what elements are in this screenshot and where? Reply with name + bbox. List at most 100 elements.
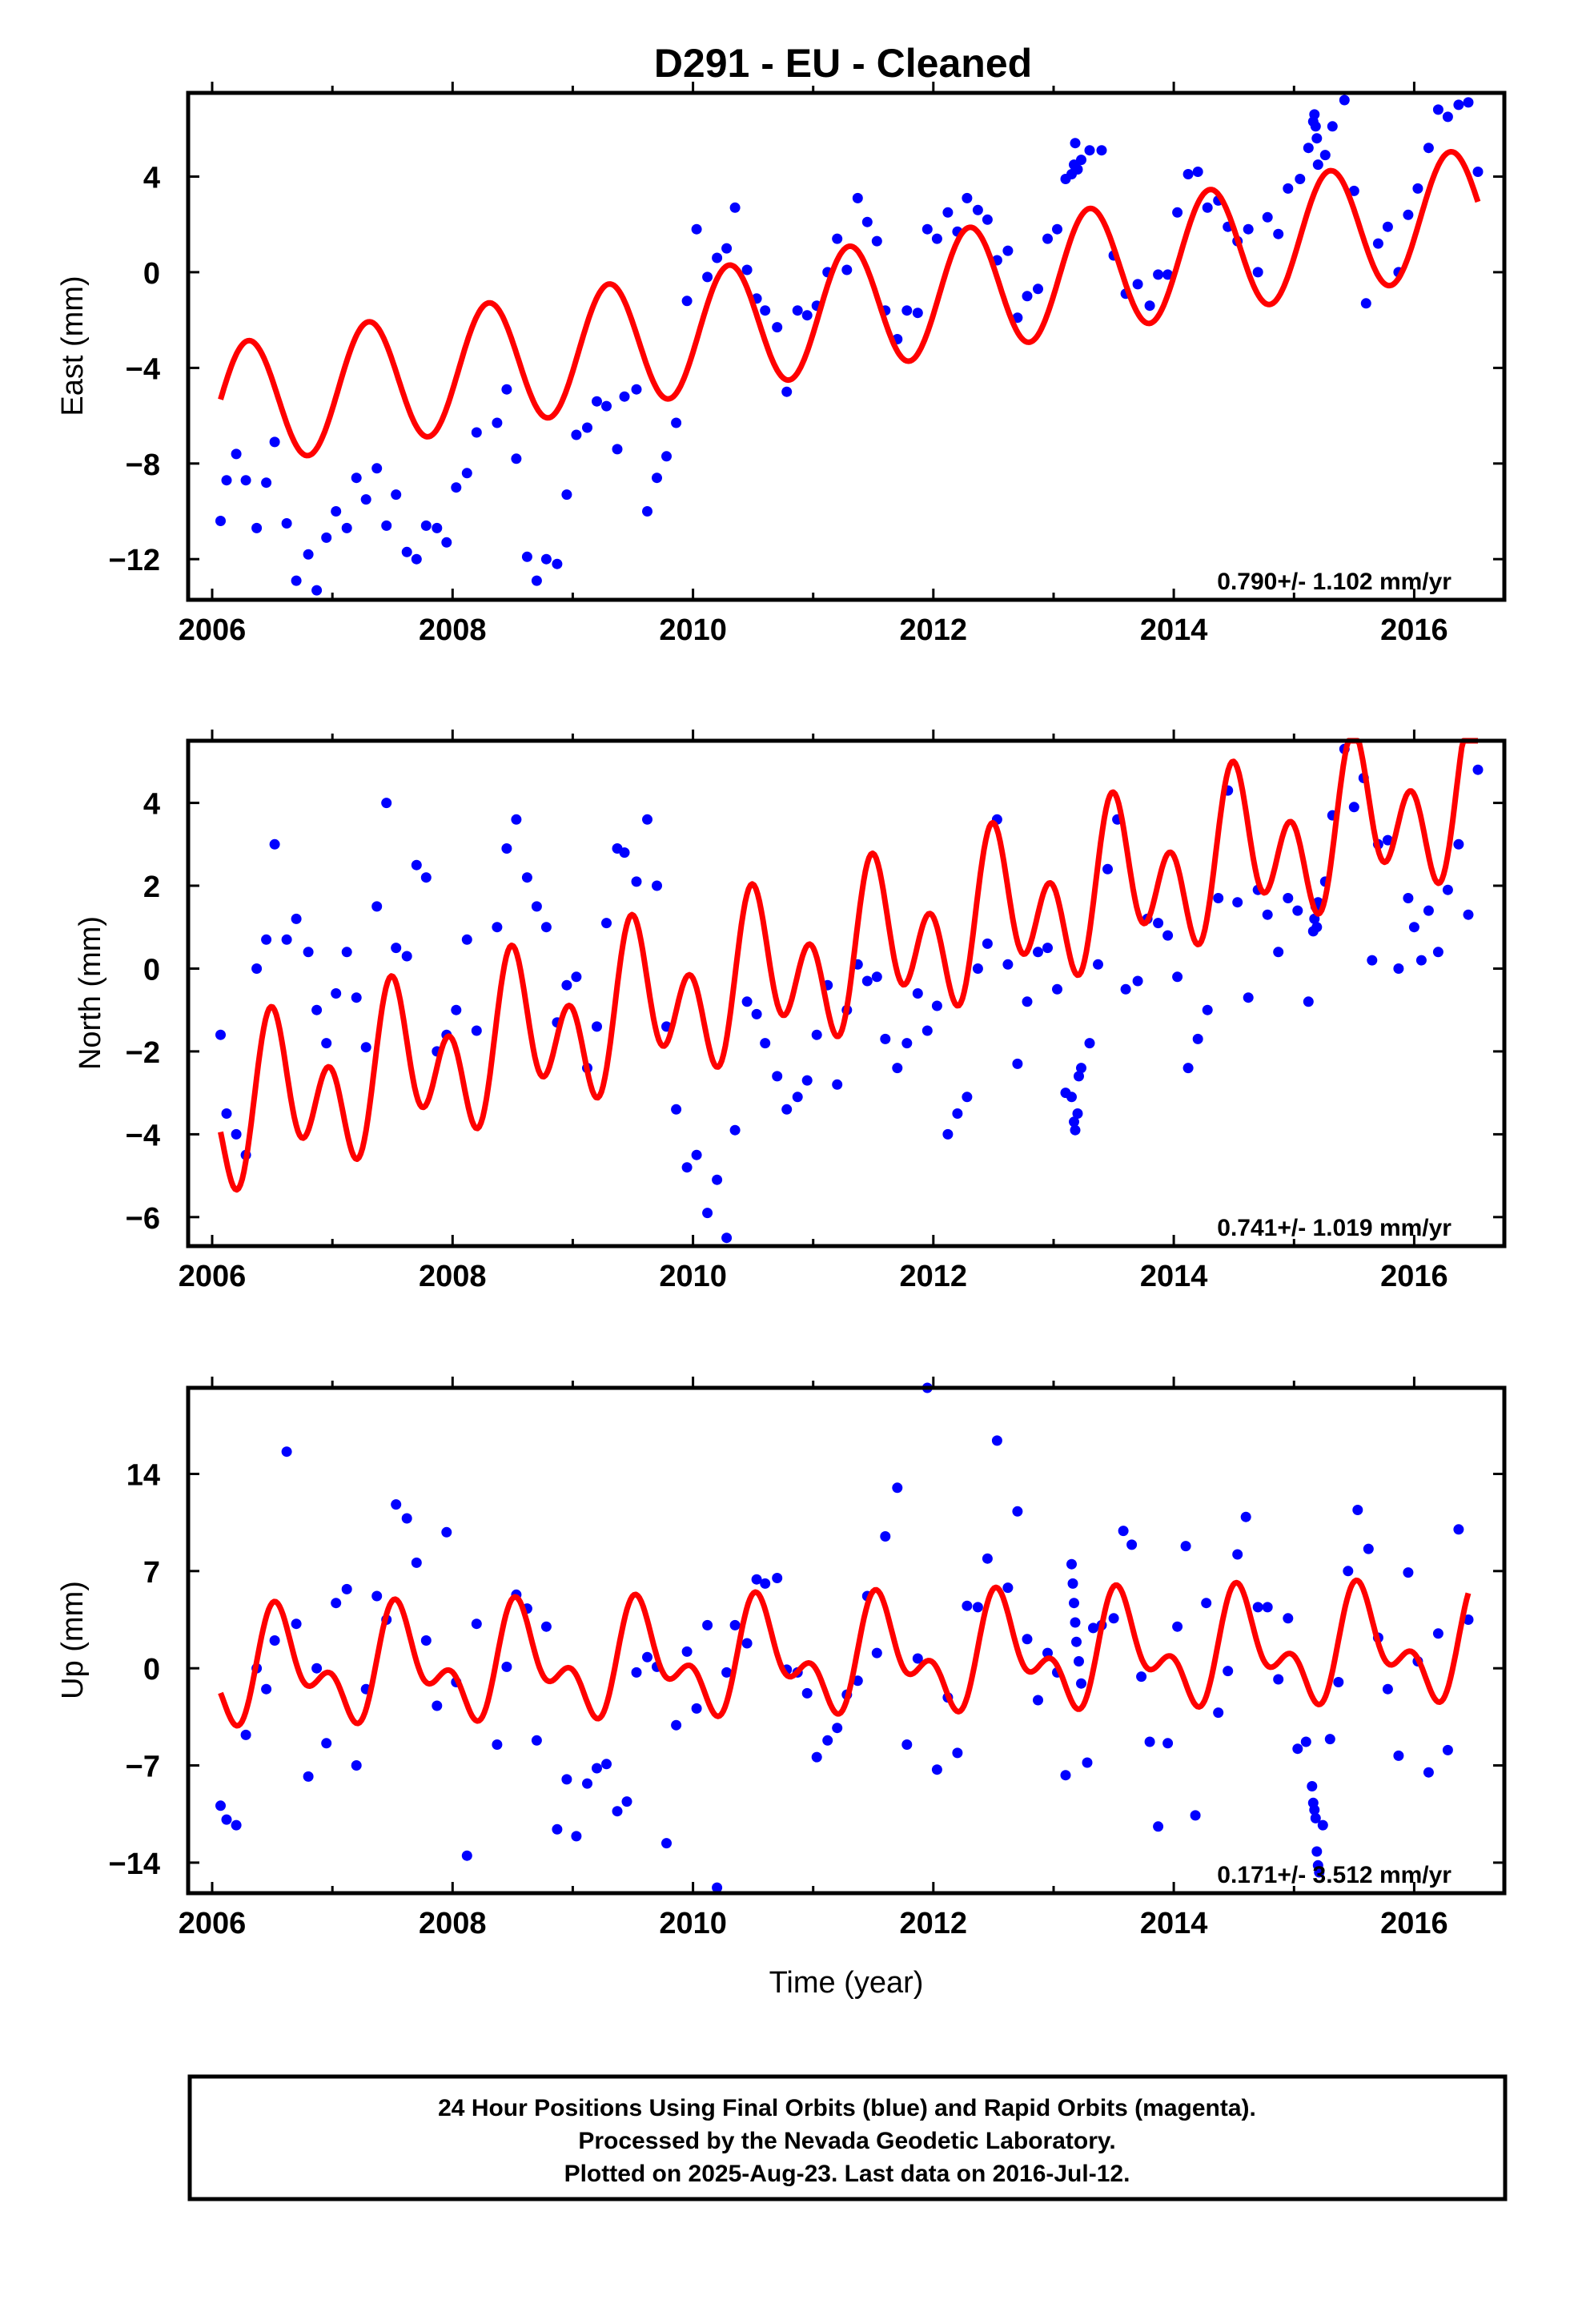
up-point-73 xyxy=(952,1747,963,1759)
up-point-125 xyxy=(1333,1677,1344,1687)
up-point-59 xyxy=(811,1751,822,1763)
east-panel: 2006 2008 2010 2012 2014 2016 −12 −8 −4 0 4 East … xyxy=(56,82,1507,647)
east-rate-label: 0.790+/- 1.102 mm/yr xyxy=(1217,569,1452,595)
east-point-52 xyxy=(741,264,753,275)
up-point-122 xyxy=(1314,1867,1325,1878)
up-y-tick-label: 14 xyxy=(126,1459,160,1493)
north-point-71 xyxy=(931,1000,942,1011)
up-point-111 xyxy=(1262,1602,1273,1613)
up-point-11 xyxy=(321,1738,332,1749)
up-point-52 xyxy=(741,1638,753,1649)
up-point-126 xyxy=(1343,1566,1354,1577)
up-point-31 xyxy=(531,1735,542,1746)
east-point-2 xyxy=(231,448,242,460)
east-point-126 xyxy=(1412,183,1423,194)
east-point-74 xyxy=(962,192,973,203)
north-point-89 xyxy=(1074,1071,1084,1082)
east-point-129 xyxy=(1442,111,1453,123)
east-point-63 xyxy=(852,192,863,203)
north-point-112 xyxy=(1292,905,1303,916)
up-point-136 xyxy=(1442,1744,1453,1755)
up-point-68 xyxy=(901,1739,913,1750)
up-point-45 xyxy=(671,1719,682,1731)
up-point-127 xyxy=(1352,1505,1363,1515)
east-point-119 xyxy=(1339,94,1350,106)
north-point-124 xyxy=(1367,955,1378,966)
east-point-56 xyxy=(781,386,793,397)
east-point-35 xyxy=(571,429,582,440)
up-point-128 xyxy=(1363,1543,1374,1554)
north-point-70 xyxy=(921,1025,933,1036)
up-point-7 xyxy=(281,1446,292,1458)
east-point-72 xyxy=(942,207,954,218)
east-ylabel: East (mm) xyxy=(56,275,90,416)
up-point-44 xyxy=(661,1838,672,1849)
north-point-117 xyxy=(1311,922,1323,933)
north-rate-label: 0.741+/- 1.019 mm/yr xyxy=(1217,1215,1452,1241)
east-point-3 xyxy=(240,475,251,486)
north-y-tick-label: −2 xyxy=(126,1036,160,1070)
up-point-135 xyxy=(1432,1628,1443,1639)
east-x-tick-label: 2012 xyxy=(900,613,968,647)
east-point-91 xyxy=(1096,145,1107,156)
up-point-69 xyxy=(912,1653,923,1664)
up-y-tick-label: −7 xyxy=(126,1751,160,1784)
east-point-118 xyxy=(1327,121,1338,132)
north-point-27 xyxy=(492,922,503,933)
east-point-38 xyxy=(601,400,612,412)
north-point-37 xyxy=(592,1021,602,1032)
east-point-75 xyxy=(972,204,983,215)
north-point-53 xyxy=(751,1008,762,1019)
north-point-110 xyxy=(1273,947,1284,958)
east-point-4 xyxy=(251,522,263,533)
north-point-55 xyxy=(772,1071,783,1082)
north-point-107 xyxy=(1243,992,1254,1003)
up-point-49 xyxy=(712,1882,723,1893)
north-point-34 xyxy=(561,979,572,991)
up-point-46 xyxy=(681,1646,693,1657)
north-point-38 xyxy=(601,918,612,929)
up-fit-curve xyxy=(218,1577,1472,1729)
up-point-105 xyxy=(1201,1598,1212,1609)
up-point-132 xyxy=(1403,1567,1414,1578)
up-ylabel: Up (mm) xyxy=(56,1581,90,1699)
east-point-109 xyxy=(1283,183,1294,194)
north-point-129 xyxy=(1408,922,1419,933)
north-point-68 xyxy=(901,1038,913,1049)
north-point-95 xyxy=(1120,983,1131,995)
up-point-36 xyxy=(582,1778,592,1789)
north-point-99 xyxy=(1162,930,1174,941)
east-point-114 xyxy=(1310,121,1321,132)
up-y-tick-label: 7 xyxy=(143,1556,160,1590)
north-point-6 xyxy=(269,838,280,850)
north-point-61 xyxy=(832,1079,843,1090)
up-point-13 xyxy=(341,1583,352,1594)
east-point-62 xyxy=(841,264,853,275)
north-point-21 xyxy=(420,872,432,883)
east-point-125 xyxy=(1403,209,1414,220)
east-point-113 xyxy=(1309,109,1320,120)
east-point-80 xyxy=(1022,291,1033,302)
north-point-65 xyxy=(871,971,882,983)
east-point-31 xyxy=(531,575,542,586)
east-point-45 xyxy=(671,417,682,428)
east-point-105 xyxy=(1243,223,1254,235)
north-point-101 xyxy=(1182,1063,1194,1074)
east-point-78 xyxy=(1002,245,1014,256)
north-fit-curve xyxy=(218,738,1480,1193)
up-point-98 xyxy=(1136,1671,1147,1683)
north-point-67 xyxy=(892,1063,903,1074)
north-point-32 xyxy=(540,922,552,933)
east-point-17 xyxy=(381,520,392,531)
north-point-18 xyxy=(391,943,402,954)
north-point-132 xyxy=(1432,947,1443,958)
north-x-tick-label: 2008 xyxy=(419,1260,487,1293)
north-point-4 xyxy=(251,963,263,974)
north-point-59 xyxy=(811,1029,822,1040)
east-point-40 xyxy=(619,391,630,402)
north-point-74 xyxy=(962,1092,973,1103)
east-point-1 xyxy=(221,475,232,486)
north-point-102 xyxy=(1192,1033,1203,1044)
up-point-18 xyxy=(391,1499,402,1510)
north-point-80 xyxy=(1022,996,1033,1007)
